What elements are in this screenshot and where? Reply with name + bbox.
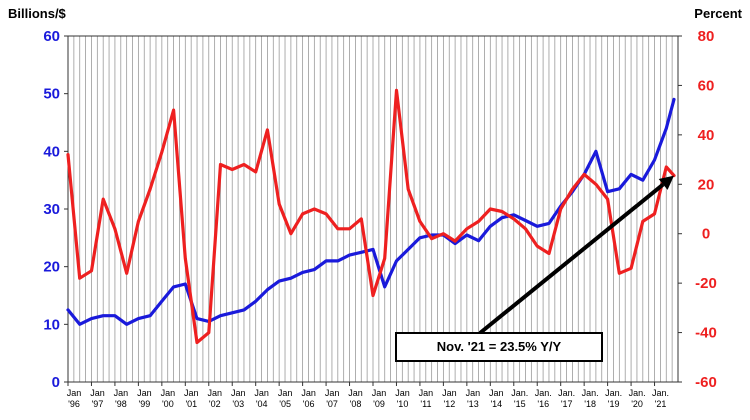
x-tick-label-year: '01 xyxy=(185,399,197,409)
x-tick-label-month: Jan. xyxy=(558,388,575,398)
x-tick-label-month: Jan xyxy=(442,388,457,398)
right-tick-label: -60 xyxy=(695,374,717,391)
x-tick-label-month: Jan xyxy=(419,388,434,398)
left-tick-label: 60 xyxy=(43,28,60,45)
right-tick-label: 60 xyxy=(698,77,715,94)
left-tick-label: 10 xyxy=(43,316,60,333)
x-tick-label-year: '18 xyxy=(584,399,596,409)
x-tick-label-month: Jan. xyxy=(605,388,622,398)
x-tick-label-year: '08 xyxy=(350,399,362,409)
x-tick-label-year: '17 xyxy=(561,399,573,409)
annotation-box: Nov. '21 = 23.5% Y/Y xyxy=(395,332,603,362)
x-tick-label-year: '09 xyxy=(373,399,385,409)
x-tick-label-year: '96 xyxy=(68,399,80,409)
right-tick-label: 40 xyxy=(698,127,715,144)
x-tick-label-year: '15 xyxy=(514,399,526,409)
x-tick-label-year: '14 xyxy=(490,399,502,409)
left-tick-label: 0 xyxy=(52,374,60,391)
x-tick-label-month: Jan xyxy=(301,388,316,398)
x-tick-label-month: Jan xyxy=(278,388,293,398)
x-tick-label-year: '11 xyxy=(420,399,431,409)
x-tick-label-month: Jan xyxy=(466,388,481,398)
x-tick-label-year: '06 xyxy=(303,399,315,409)
x-tick-label-year: '02 xyxy=(209,399,221,409)
x-tick-label-year: '12 xyxy=(444,399,456,409)
x-tick-label-year: '10 xyxy=(397,399,409,409)
x-tick-label-month: Jan xyxy=(325,388,340,398)
x-tick-label-month: Jan. xyxy=(652,388,669,398)
x-tick-label-month: Jan xyxy=(114,388,129,398)
x-tick-label-year: '07 xyxy=(326,399,338,409)
x-tick-label-year: '98 xyxy=(115,399,127,409)
x-tick-label-month: Jan xyxy=(348,388,363,398)
x-tick-label-month: Jan. xyxy=(511,388,528,398)
x-tick-label-month: Jan xyxy=(67,388,82,398)
x-tick-label-year: '97 xyxy=(92,399,104,409)
right-tick-label: -40 xyxy=(695,325,717,342)
left-tick-label: 30 xyxy=(43,201,60,218)
x-tick-label-year: '16 xyxy=(537,399,549,409)
x-tick-label-month: Jan xyxy=(372,388,387,398)
x-tick-label-month: Jan xyxy=(254,388,269,398)
x-tick-label-year: '04 xyxy=(256,399,268,409)
x-tick-label-year: '21 xyxy=(655,399,667,409)
x-tick-label-year: '00 xyxy=(162,399,174,409)
left-axis-label: Billions/$ xyxy=(8,6,66,21)
x-tick-label-year: '19 xyxy=(608,399,620,409)
x-tick-label-year: '13 xyxy=(467,399,479,409)
x-tick-label-month: Jan xyxy=(395,388,410,398)
x-tick-label-month: Jan. xyxy=(535,388,552,398)
right-tick-label: 80 xyxy=(698,28,715,45)
left-tick-label: 50 xyxy=(43,86,60,103)
x-tick-label-month: Jan xyxy=(161,388,176,398)
series-line-percent xyxy=(66,88,676,345)
right-axis-label: Percent xyxy=(694,6,742,21)
x-tick-label-year: '20 xyxy=(631,399,643,409)
right-tick-label: 20 xyxy=(698,176,715,193)
left-tick-label: 40 xyxy=(43,143,60,160)
x-tick-label-year: '03 xyxy=(232,399,244,409)
annotation-arrow-head xyxy=(658,175,675,190)
x-tick-label-year: '99 xyxy=(139,399,151,409)
x-tick-label-month: Jan. xyxy=(629,388,646,398)
x-tick-label-month: Jan xyxy=(137,388,152,398)
x-tick-label-month: Jan xyxy=(489,388,504,398)
x-tick-label-month: Jan xyxy=(231,388,246,398)
x-tick-label-month: Jan xyxy=(208,388,223,398)
x-tick-label-year: '05 xyxy=(279,399,291,409)
right-tick-label: -20 xyxy=(695,275,717,292)
x-tick-label-month: Jan xyxy=(184,388,199,398)
left-tick-label: 20 xyxy=(43,259,60,276)
x-tick-label-month: Jan. xyxy=(582,388,599,398)
annotation-arrow-line xyxy=(478,182,665,335)
x-tick-label-month: Jan xyxy=(90,388,105,398)
right-tick-label: 0 xyxy=(702,226,710,243)
